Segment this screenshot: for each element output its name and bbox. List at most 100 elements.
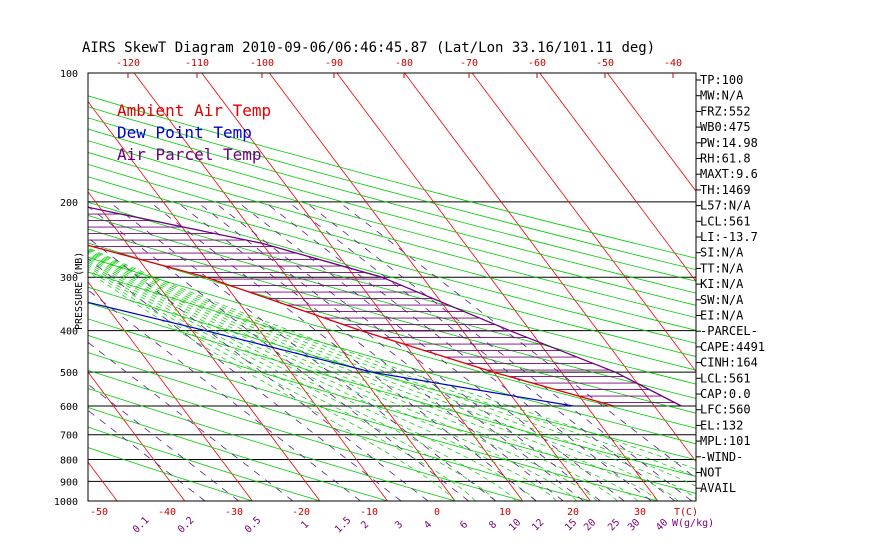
dry-adiabat-line: [88, 106, 696, 271]
legend-entry: Ambient Air Temp: [117, 101, 271, 120]
bottom-temp-tick: 20: [567, 507, 579, 518]
pressure-tick: 100: [60, 69, 78, 80]
mixing-ratio-line: [108, 201, 496, 501]
isotherm-line: [607, 73, 696, 192]
mixing-ratio-tick: 25: [606, 517, 622, 533]
pressure-tick: 200: [60, 198, 78, 209]
dry-adiabat-line: [88, 128, 696, 294]
pressure-tick: 400: [60, 327, 78, 338]
mixing-ratio-line: [88, 258, 402, 501]
mixing-ratio-tick: 0.5: [243, 515, 264, 536]
dry-adiabat-line: [88, 271, 696, 445]
mixing-ratio-tick: 8: [487, 519, 499, 531]
dry-adiabat-line: [88, 228, 696, 399]
mixing-ratio-line: [88, 237, 429, 501]
pressure-tick: 1000: [54, 497, 78, 508]
index-entry: AVAIL: [700, 481, 736, 495]
index-entry: SI:N/A: [700, 246, 744, 260]
mixing-ratio-tick: 3: [393, 519, 405, 531]
top-temp-tick: -110: [185, 58, 209, 69]
index-entry: SW:N/A: [700, 293, 744, 307]
isotherm-line: [88, 371, 186, 501]
mixing-ratio-tick: 30: [626, 517, 642, 533]
mixing-ratio-tick: 15: [563, 517, 579, 533]
ambient-temp-line: [88, 244, 614, 407]
mixing-ratio-line: [338, 201, 696, 479]
index-entry: LI:-13.7: [700, 230, 758, 244]
index-entry: PW:14.98: [700, 136, 758, 150]
index-entry: TP:100: [700, 73, 743, 87]
dry-adiabat-line: [88, 140, 696, 306]
dry-adiabat-line: [88, 152, 696, 319]
dry-adiabat-line: [88, 215, 696, 385]
dry-adiabat-line: [88, 201, 696, 371]
top-temp-tick: -70: [460, 58, 478, 69]
moist-adiabat-line: [88, 262, 537, 501]
dewpoint-line: [88, 301, 574, 407]
index-entry: TH:1469: [700, 183, 751, 197]
top-temp-tick: -80: [395, 58, 413, 69]
mixing-ratio-tick: 20: [582, 517, 598, 533]
index-entry: RH:61.8: [700, 152, 751, 166]
mixing-ratio-tick: 1: [299, 519, 311, 531]
dry-adiabat-line: [88, 447, 253, 501]
dry-adiabat-line: [88, 352, 591, 501]
index-entry: CAP:0.0: [700, 387, 751, 401]
mixing-ratio-tick: 10: [507, 517, 523, 533]
bottom-temp-tick: 30: [634, 507, 646, 518]
pressure-tick: 800: [60, 456, 78, 467]
mixing-ratio-line: [196, 201, 584, 501]
mixing-ratio-line: [304, 201, 692, 501]
index-entry: NOT: [700, 466, 722, 480]
bottom-temp-unit: T(C): [674, 507, 698, 518]
moist-adiabat-line: [88, 248, 696, 478]
index-entry: MPL:101: [700, 434, 751, 448]
dry-adiabat-line: [88, 302, 696, 477]
pressure-tick: 700: [60, 431, 78, 442]
index-entry: LCL:561: [700, 371, 751, 385]
mixing-ratio-line: [287, 201, 676, 501]
mixing-ratio-tick: 6: [458, 519, 470, 531]
index-entry: LCL:561: [700, 214, 751, 228]
dry-adiabat-line: [88, 256, 696, 429]
moist-adiabat-line: [88, 264, 517, 501]
mixing-ratio-unit: W(g/kg): [672, 518, 714, 529]
moist-adiabat-line: [88, 268, 476, 501]
mixing-ratio-tick: 40: [654, 517, 670, 533]
isotherm-line: [0, 73, 50, 501]
index-entry: FRZ:552: [700, 104, 751, 118]
index-entry: MW:N/A: [700, 89, 744, 103]
parcel-line: [88, 206, 682, 407]
mixing-ratio-line: [237, 201, 625, 501]
index-entry: L57:N/A: [700, 199, 751, 213]
mixing-ratio-tick: 0.2: [176, 515, 197, 536]
chart-title: AIRS SkewT Diagram 2010-09-06/06:46:45.8…: [82, 40, 655, 56]
dry-adiabat-line: [88, 163, 696, 331]
mixing-ratio-tick: 0.1: [131, 515, 152, 536]
moist-adiabat-line: [88, 271, 456, 501]
isotherm-line: [88, 461, 118, 501]
dry-adiabat-line: [88, 388, 456, 501]
top-temp-tick: -100: [250, 58, 274, 69]
bottom-temp-tick: 0: [434, 507, 440, 518]
index-entry: WB0:475: [700, 120, 751, 134]
bottom-temp-tick: -30: [225, 507, 243, 518]
dry-adiabat-line: [88, 334, 659, 501]
top-temp-tick: -40: [664, 58, 682, 69]
moist-adiabat-line: [88, 253, 659, 501]
mixing-ratio-line: [88, 341, 294, 501]
moist-adiabat-line: [88, 247, 696, 470]
mixing-ratio-line: [213, 201, 601, 501]
top-temp-tick: -60: [528, 58, 546, 69]
legend-entry: Dew Point Temp: [117, 123, 252, 142]
dry-adiabat-line: [88, 95, 696, 259]
y-axis-label: PRESSURE (MB): [74, 252, 85, 330]
index-entry: MAXT:9.6: [700, 167, 758, 181]
dry-adiabat-line: [88, 406, 388, 501]
isotherm-line: [88, 281, 253, 501]
dry-adiabat-line: [88, 176, 696, 344]
bottom-temp-tick: -20: [292, 507, 310, 518]
index-entry: CINH:164: [700, 356, 758, 370]
isotherm-line: [539, 73, 696, 283]
